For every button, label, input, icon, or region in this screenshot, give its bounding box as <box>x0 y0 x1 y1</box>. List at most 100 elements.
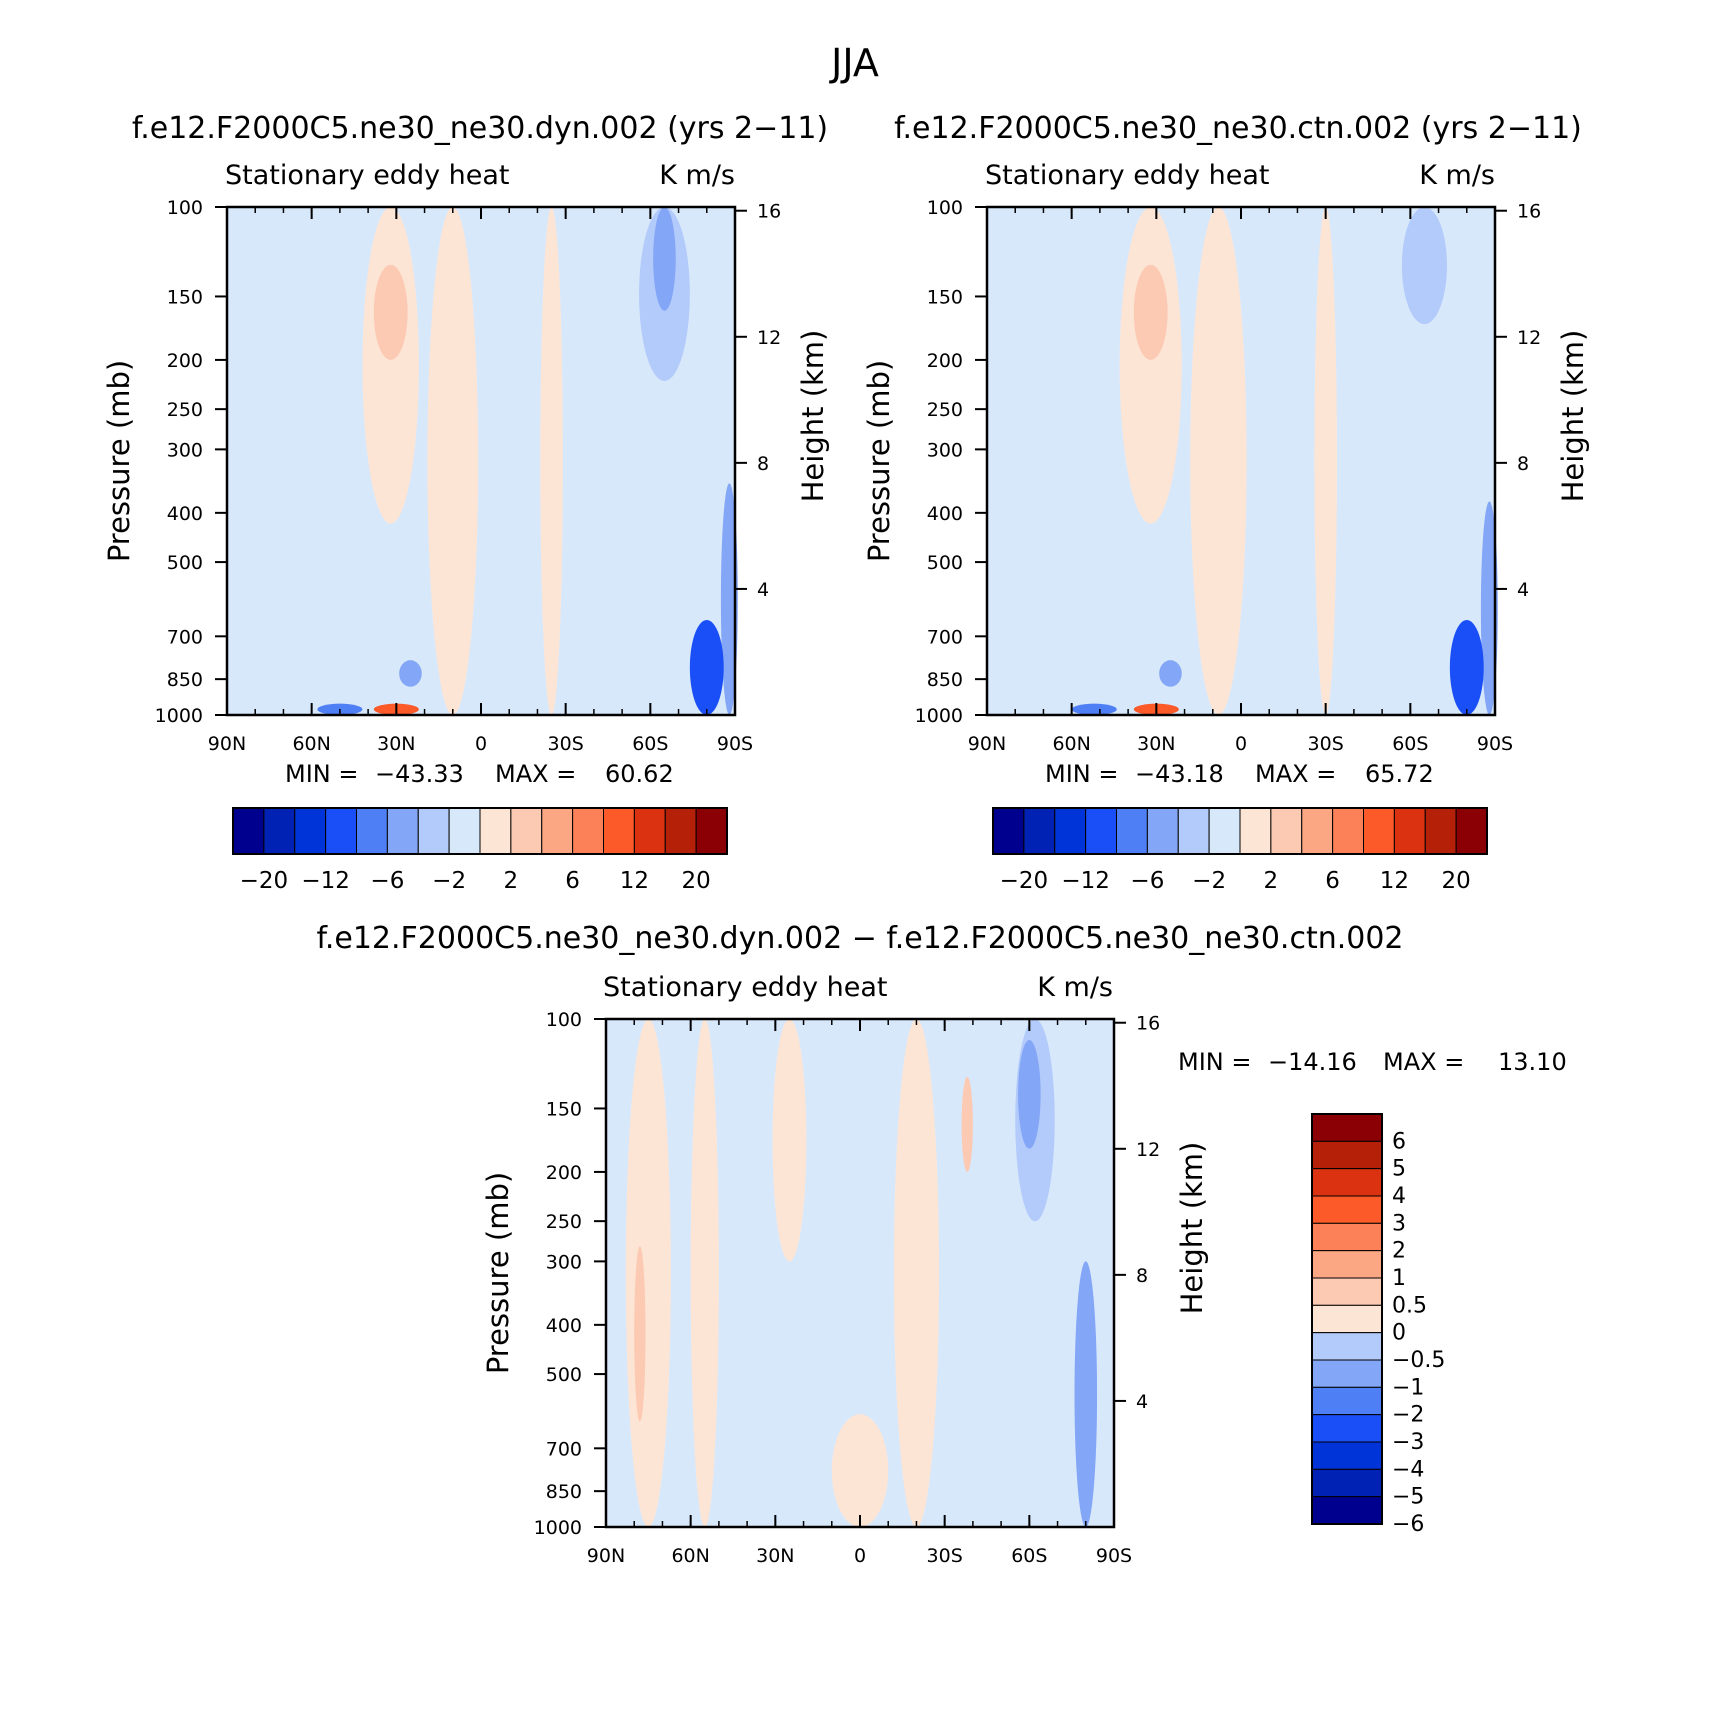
colorbar-label: −1 <box>1392 1375 1424 1400</box>
contour-region <box>772 1019 807 1262</box>
y-tick-label: 1000 <box>534 1517 582 1539</box>
colorbar-swatch <box>1311 1468 1383 1498</box>
left-label: Stationary eddy heat <box>225 160 510 191</box>
contour-region <box>1190 207 1247 715</box>
contour-region <box>540 207 563 715</box>
contour-region <box>1074 1261 1098 1528</box>
y2-tick-label: 4 <box>757 579 769 601</box>
colorbar-label: −12 <box>1061 868 1110 894</box>
colorbar-swatch <box>1311 1250 1383 1279</box>
colorbar-swatch <box>1363 807 1395 855</box>
colorbar-label: 0.5 <box>1392 1293 1427 1318</box>
colorbar-swatch <box>541 807 574 855</box>
x-tick-label: 30S <box>1308 733 1344 755</box>
colorbar-label: −20 <box>240 868 289 894</box>
colorbar-swatch <box>1311 1441 1383 1470</box>
y-tick-label: 500 <box>167 552 203 574</box>
colorbar-label: −2 <box>1392 1403 1424 1428</box>
y-tick-label: 700 <box>546 1438 582 1460</box>
contour-region <box>362 207 419 524</box>
x-tick-label: 90S <box>717 733 753 755</box>
colorbar-swatch <box>1146 807 1179 855</box>
colorbar-label: 1 <box>1392 1266 1406 1291</box>
colorbar-swatch <box>1311 1386 1383 1416</box>
y2-tick-label: 12 <box>1136 1139 1160 1161</box>
colorbar-swatch <box>1311 1304 1383 1334</box>
colorbar-label: −20 <box>1000 868 1049 894</box>
colorbar-swatch <box>448 807 481 855</box>
x-tick-label: 30N <box>1137 733 1175 755</box>
contour-region <box>1159 660 1182 687</box>
contour-region <box>689 619 724 715</box>
y-tick-label: 200 <box>167 350 203 372</box>
x-tick-label: 0 <box>1235 733 1247 755</box>
colorbar-label: 2 <box>1392 1239 1406 1264</box>
y-tick-label: 500 <box>927 552 963 574</box>
colorbar-swatch <box>1311 1359 1383 1388</box>
stats-max: 60.62 <box>605 760 674 788</box>
colorbar-frame <box>992 807 1488 855</box>
panel-ctn: f.e12.F2000C5.ne30_ne30.ctn.002 (yrs 2−1… <box>862 111 1590 894</box>
colorbar-swatch <box>1085 807 1117 855</box>
contour-region <box>634 1246 646 1422</box>
colorbar-label: 12 <box>1380 868 1409 894</box>
x-tick-label: 60N <box>671 1545 709 1567</box>
colorbar-swatch <box>1311 1277 1383 1306</box>
y2-tick-label: 8 <box>1136 1265 1148 1287</box>
colorbar-label: 6 <box>1325 868 1340 894</box>
y-tick-label: 300 <box>546 1251 582 1273</box>
x-tick-label: 30S <box>548 733 584 755</box>
colorbar-swatch <box>510 807 543 855</box>
y-tick-label: 300 <box>927 439 963 461</box>
panel-title: f.e12.F2000C5.ne30_ne30.dyn.002 (yrs 2−1… <box>132 111 828 146</box>
colorbar-label: 2 <box>1264 868 1279 894</box>
contour-region <box>399 660 422 687</box>
x-tick-label: 60N <box>1052 733 1090 755</box>
stats-max: 65.72 <box>1365 760 1434 788</box>
colorbar-swatch <box>1311 1414 1383 1443</box>
stats-max-label: MAX = <box>1383 1048 1464 1076</box>
y-tick-label: 850 <box>546 1481 582 1503</box>
y-tick-label: 100 <box>167 197 203 219</box>
x-tick-label: 90S <box>1096 1545 1132 1567</box>
stats-min: −43.33 <box>375 760 464 788</box>
contour-region <box>1133 264 1168 360</box>
y2-tick-label: 4 <box>1517 579 1529 601</box>
panel-dyn: f.e12.F2000C5.ne30_ne30.dyn.002 (yrs 2−1… <box>102 111 830 894</box>
y-axis-title: Pressure (mb) <box>862 360 896 562</box>
y2-axis-title: Height (km) <box>1556 330 1590 503</box>
colorbar-swatch <box>1311 1113 1383 1142</box>
colorbar-swatch <box>232 807 265 855</box>
y2-tick-label: 12 <box>757 327 781 349</box>
colorbar-swatch <box>992 807 1025 855</box>
colorbar-label: −3 <box>1392 1430 1424 1455</box>
colorbar-label: −12 <box>301 868 350 894</box>
left-label: Stationary eddy heat <box>603 972 888 1003</box>
contour-region <box>1401 207 1448 325</box>
colorbar-swatch <box>1332 807 1364 855</box>
y-axis-title: Pressure (mb) <box>481 1172 515 1374</box>
colorbar-frame <box>1311 1113 1383 1525</box>
y-tick-label: 250 <box>546 1211 582 1233</box>
y-tick-label: 700 <box>927 626 963 648</box>
contour-region <box>720 483 738 715</box>
x-tick-label: 90N <box>968 733 1006 755</box>
stats-max: 13.10 <box>1498 1048 1567 1076</box>
x-tick-label: 90S <box>1477 733 1513 755</box>
colorbar-label: 20 <box>681 868 710 894</box>
colorbar-swatch <box>386 807 419 855</box>
right-label: K m/s <box>659 160 735 191</box>
colorbar-swatch <box>325 807 357 855</box>
x-tick-label: 90N <box>587 1545 625 1567</box>
colorbar-label: 5 <box>1392 1157 1406 1182</box>
colorbar-swatch <box>1208 807 1241 855</box>
y-tick-label: 500 <box>546 1364 582 1386</box>
colorbar-swatch <box>633 807 666 855</box>
y2-tick-label: 4 <box>1136 1391 1148 1413</box>
contour-region <box>831 1414 889 1527</box>
y2-axis-title: Height (km) <box>796 330 830 503</box>
contour-region <box>1071 703 1117 715</box>
y-tick-label: 150 <box>927 286 963 308</box>
y-tick-label: 250 <box>167 399 203 421</box>
